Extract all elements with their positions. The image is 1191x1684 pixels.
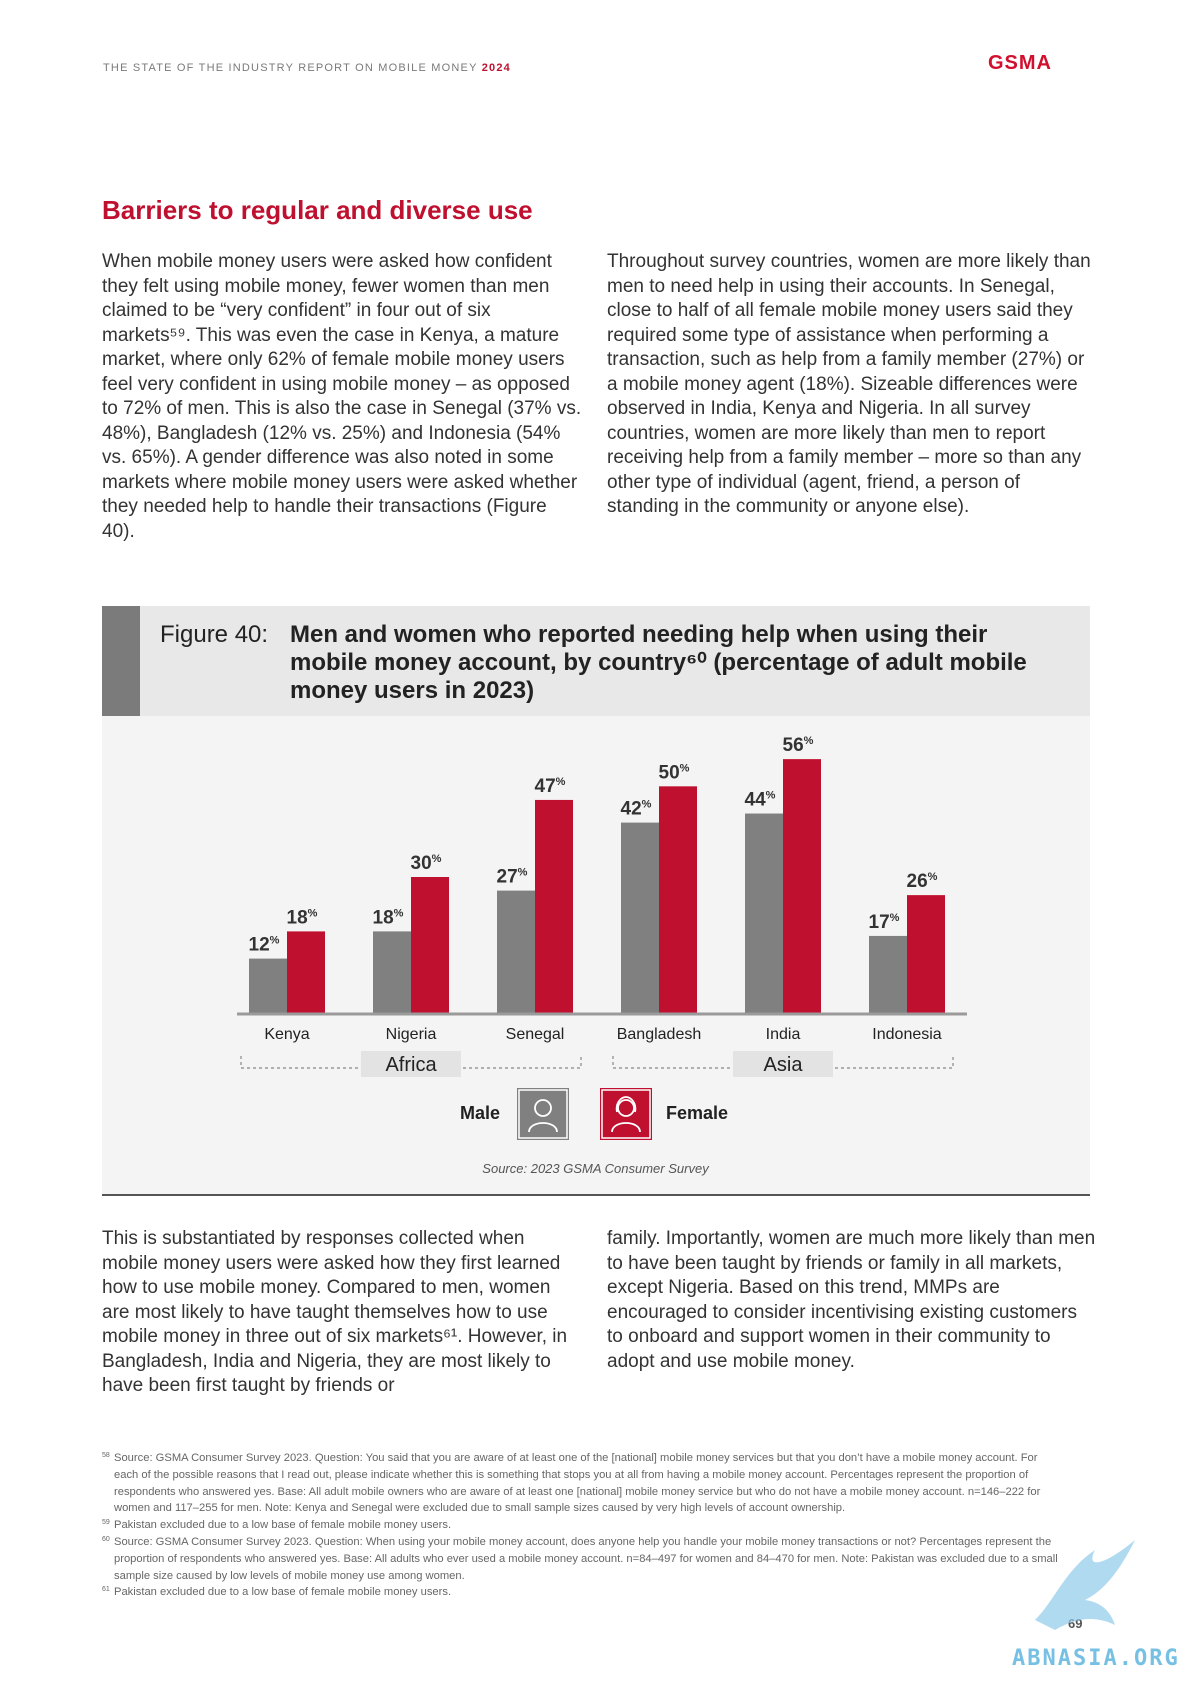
region-label: Asia [764,1054,804,1076]
data-label: 50% [659,762,690,783]
footnote-number: 60 [102,1535,110,1543]
body-text-top-right: Throughout survey countries, women are m… [607,251,1091,517]
bar-female-bangladesh [659,786,697,1013]
category-label: Indonesia [872,1026,941,1043]
bar-male-india [745,813,783,1013]
watermark-text: ABNASIA.ORG [1012,1646,1180,1671]
bar-male-indonesia [869,935,907,1013]
footnote-text: Source: GSMA Consumer Survey 2023. Quest… [114,1535,1058,1582]
bar-male-senegal [497,890,535,1013]
data-label: 26% [907,871,938,892]
body-text-bottom-right: family. Importantly, women are much more… [607,1228,1096,1372]
legend-male-swatch [517,1088,569,1140]
footnote-number: 59 [102,1519,110,1527]
body-text-top-left: When mobile money users were asked how c… [102,251,582,542]
data-label: 47% [535,776,566,797]
data-label: 30% [411,853,442,874]
data-label: 44% [745,790,776,811]
footnote-number: 58 [102,1452,110,1459]
figure-title: Men and women who reported needing help … [290,621,1027,704]
footnote-text: Source: GSMA Consumer Survey 2023. Quest… [114,1452,1041,1515]
data-label: 18% [287,907,318,928]
data-label: 17% [869,912,900,933]
report-title: THE STATE OF THE INDUSTRY REPORT ON MOBI… [103,62,478,74]
bar-male-kenya [249,958,287,1013]
data-label: 56% [783,735,814,756]
footnote: 58 Source: GSMA Consumer Survey 2023. Que… [102,1450,1062,1517]
report-year: 2024 [481,62,511,74]
legend-female-swatch [600,1088,652,1140]
legend-female-label: Female [666,1103,729,1123]
section-title: Barriers to regular and diverse use [102,195,533,225]
footnote-number: 61 [102,1586,110,1594]
category-label: India [766,1026,801,1043]
report-header: THE STATE OF THE INDUSTRY REPORT ON MOBI… [103,62,511,74]
bar-female-india [783,759,821,1013]
bar-female-nigeria [411,877,449,1013]
region-label-bg [733,1051,833,1077]
gsma-logo: GSMA [988,52,1052,74]
footnote: 60 Source: GSMA Consumer Survey 2023. Que… [102,1534,1062,1584]
bar-female-kenya [287,931,325,1013]
category-label: Kenya [264,1026,309,1043]
data-label: 18% [373,907,404,928]
figure-header: Figure 40: Men and women who reported ne… [102,606,1090,716]
legend-male-label: Male [460,1103,501,1123]
data-label: 27% [497,867,528,888]
bird-watermark-icon [1035,1540,1135,1630]
bar-male-bangladesh [621,822,659,1013]
male-user-icon [518,1089,568,1139]
footnote-text: Pakistan excluded due to a low base of f… [114,1586,452,1599]
bar-female-indonesia [907,895,945,1013]
figure-label: Figure 40: [160,621,269,648]
category-label: Senegal [506,1026,565,1043]
figure-source: Source: 2023 GSMA Consumer Survey [482,1161,709,1176]
bar-chart: 12% 18% Kenya 18% 30% Nigeria 27% 47% Senegal 42%… [237,735,967,1077]
bar-female-senegal [535,799,573,1013]
body-text-bottom-left: This is substantiated by responses colle… [102,1228,568,1396]
chart-area: 12% 18% Kenya 18% 30% Nigeria 27% 47% Senegal 42%… [102,716,1090,1196]
footnote: 59 Pakistan excluded due to a low base of… [102,1517,1062,1534]
region-label: Africa [385,1054,437,1076]
category-label: Bangladesh [617,1026,702,1043]
footnote: 61 Pakistan excluded due to a low base of… [102,1584,1062,1601]
figure-accent-bar [102,606,140,716]
female-user-icon [601,1089,651,1139]
footnote-text: Pakistan excluded due to a low base of f… [114,1519,452,1532]
region-label-bg [361,1051,461,1077]
category-label: Nigeria [386,1026,437,1043]
data-label: 12% [249,935,280,956]
bar-male-nigeria [373,931,411,1013]
data-label: 42% [621,799,652,820]
footnotes: 58 Source: GSMA Consumer Survey 2023. Que… [102,1450,1062,1601]
